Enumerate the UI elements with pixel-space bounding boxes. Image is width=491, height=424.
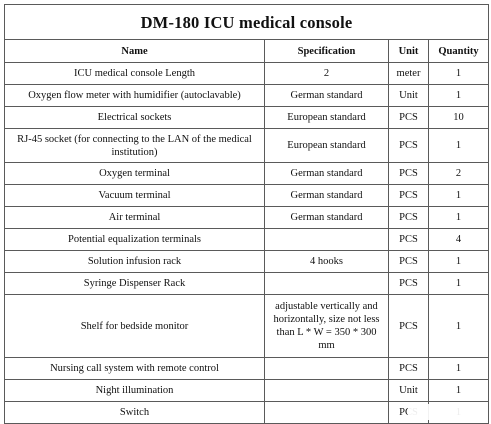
- cell-unit: Unit: [388, 379, 429, 402]
- cell-unit: PCS: [388, 184, 429, 207]
- cell-qty: 1: [427, 250, 490, 273]
- cell-spec: [264, 379, 389, 402]
- table-row: Solution infusion rack 4 hooks PCS 1: [4, 250, 490, 273]
- column-header-unit: Unit: [388, 39, 429, 63]
- cell-qty: 1: [427, 184, 490, 207]
- cell-qty: 1: [427, 62, 490, 85]
- cell-spec: [264, 228, 389, 251]
- table-row: Shelf for bedside monitor adjustable ver…: [4, 294, 490, 358]
- cell-unit: PCS: [388, 228, 429, 251]
- cell-name: Syringe Dispenser Rack: [4, 272, 265, 295]
- table-row: Nursing call system with remote control …: [4, 357, 490, 380]
- table-row: Oxygen terminal German standard PCS 2: [4, 162, 490, 185]
- cell-unit: Unit: [388, 84, 429, 107]
- cell-spec: adjustable vertically and horizontally, …: [264, 294, 389, 358]
- cell-spec: European standard: [264, 106, 389, 129]
- cell-spec: German standard: [264, 184, 389, 207]
- cell-qty: 1: [427, 128, 490, 163]
- cell-qty: 1: [427, 294, 490, 358]
- table-row: Air terminal German standard PCS 1: [4, 206, 490, 229]
- cell-spec: 2: [264, 62, 389, 85]
- cell-unit: PCS: [388, 294, 429, 358]
- table-row: Potential equalization terminals PCS 4: [4, 228, 490, 251]
- cell-name: RJ-45 socket (for connecting to the LAN …: [4, 128, 265, 163]
- cell-spec: [264, 272, 389, 295]
- table-row: Electrical sockets European standard PCS…: [4, 106, 490, 129]
- cell-unit: PCS: [388, 250, 429, 273]
- cell-unit: PCS: [388, 206, 429, 229]
- cell-name: Solution infusion rack: [4, 250, 265, 273]
- cell-name: Night illumination: [4, 379, 265, 402]
- column-header-quantity: Quantity: [427, 39, 490, 63]
- cell-spec: German standard: [264, 162, 389, 185]
- header-row: Name Specification Unit Quantity: [4, 39, 490, 63]
- console-spec-table: DM-180 ICU medical console Name Specific…: [3, 4, 490, 424]
- cell-spec: German standard: [264, 206, 389, 229]
- cell-qty: 10: [427, 106, 490, 129]
- cell-name: ICU medical console Length: [4, 62, 265, 85]
- cell-name: Vacuum terminal: [4, 184, 265, 207]
- cell-qty: 1: [427, 357, 490, 380]
- table-row: Night illumination Unit 1: [4, 379, 490, 402]
- table-row: Syringe Dispenser Rack PCS 1: [4, 272, 490, 295]
- cell-qty: 1: [427, 272, 490, 295]
- table-title: DM-180 ICU medical console: [3, 4, 490, 40]
- table-row: RJ-45 socket (for connecting to the LAN …: [4, 128, 490, 163]
- cell-name: Shelf for bedside monitor: [4, 294, 265, 358]
- table-row: ICU medical console Length 2 meter 1: [4, 62, 490, 85]
- cell-unit: PCS: [388, 128, 429, 163]
- cell-qty: 2: [427, 162, 490, 185]
- cell-name: Oxygen terminal: [4, 162, 265, 185]
- cell-name: Electrical sockets: [4, 106, 265, 129]
- cell-name: Switch: [4, 401, 265, 424]
- cell-spec: European standard: [264, 128, 389, 163]
- cell-unit: PCS: [388, 357, 429, 380]
- column-header-specification: Specification: [264, 39, 389, 63]
- cell-spec: [264, 401, 389, 424]
- cell-spec: 4 hooks: [264, 250, 389, 273]
- cell-qty: 1: [427, 206, 490, 229]
- cell-unit: PCS: [388, 162, 429, 185]
- cell-unit: PCS: [388, 106, 429, 129]
- spec-sheet: DM-180 ICU medical console Name Specific…: [3, 4, 490, 424]
- watermark-overlay: [408, 404, 482, 420]
- cell-name: Air terminal: [4, 206, 265, 229]
- cell-name: Nursing call system with remote control: [4, 357, 265, 380]
- cell-spec: German standard: [264, 84, 389, 107]
- cell-qty: 4: [427, 228, 490, 251]
- table-row: Oxygen flow meter with humidifier (autoc…: [4, 84, 490, 107]
- cell-unit: PCS: [388, 272, 429, 295]
- cell-name: Oxygen flow meter with humidifier (autoc…: [4, 84, 265, 107]
- table-row: Vacuum terminal German standard PCS 1: [4, 184, 490, 207]
- cell-name: Potential equalization terminals: [4, 228, 265, 251]
- cell-unit: meter: [388, 62, 429, 85]
- column-header-name: Name: [4, 39, 265, 63]
- cell-spec: [264, 357, 389, 380]
- cell-qty: 1: [427, 379, 490, 402]
- cell-qty: 1: [427, 84, 490, 107]
